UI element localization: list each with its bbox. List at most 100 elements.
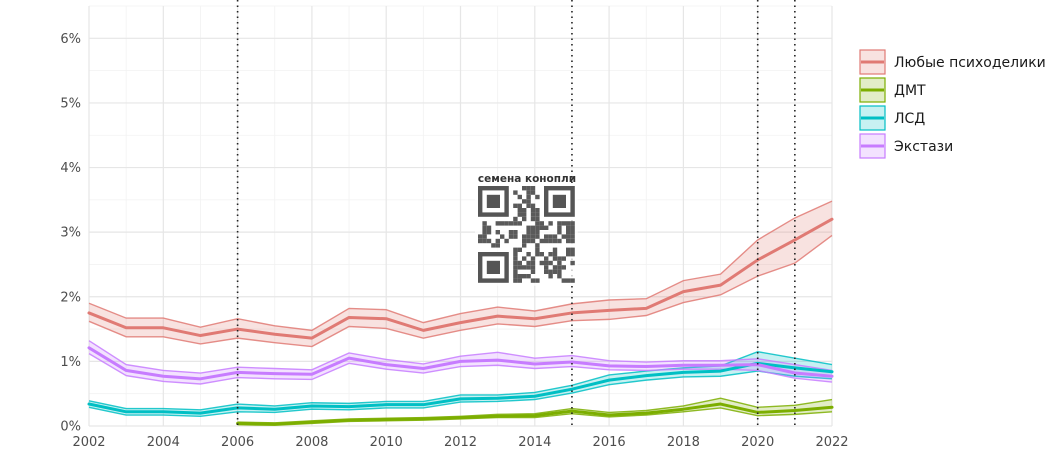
qr-module: [544, 265, 549, 270]
qr-module: [570, 234, 575, 239]
qr-module: [535, 234, 540, 239]
qr-module: [566, 238, 571, 244]
y-tick-label: 6%: [60, 32, 81, 47]
qr-module: [517, 265, 522, 270]
qr-module: [570, 225, 575, 230]
qr-module: [557, 238, 562, 244]
qr-module: [544, 225, 549, 230]
qr-module: [566, 247, 571, 252]
qr-module: [552, 247, 558, 252]
band-lower-0: [88, 234, 833, 348]
qr-module: [517, 260, 522, 266]
qr-module: [566, 278, 571, 283]
x-tick-label: 2012: [444, 435, 477, 450]
legend-label: ЛСД: [894, 111, 925, 127]
qr-module: [482, 230, 487, 235]
qr-module: [526, 234, 531, 239]
qr-module: [522, 238, 527, 244]
qr-finder-core: [486, 194, 500, 208]
x-tick-label: 2010: [370, 435, 403, 450]
qr-module: [526, 199, 531, 204]
qr-module: [482, 221, 487, 226]
x-tick-label: 2008: [295, 435, 328, 450]
qr-module: [535, 243, 540, 248]
qr-module: [513, 247, 518, 252]
qr-module: [530, 269, 536, 274]
qr-module: [522, 186, 527, 191]
qr-module: [522, 199, 527, 204]
series-lines: [87, 217, 834, 426]
qr-module: [544, 256, 549, 261]
qr-module: [513, 230, 518, 235]
qr-module: [548, 238, 553, 244]
x-axis-ticks: 2002 2004 2006 2008 2010 2012 2014 2016 2018 2020…: [72, 435, 848, 450]
qr-module: [513, 260, 518, 266]
qr-module: [530, 234, 536, 239]
qr-module: [495, 221, 500, 226]
qr-module: [570, 252, 575, 257]
qr-module: [526, 260, 531, 266]
qr-module: [513, 234, 518, 239]
qr-module: [495, 230, 500, 235]
legend-item: ЛСД: [859, 105, 925, 131]
qr-module: [566, 225, 571, 230]
x-tick-label: 2022: [815, 435, 848, 450]
qr-module: [513, 190, 518, 195]
qr-module: [548, 221, 553, 226]
y-tick-label: 3%: [60, 226, 81, 241]
qr-module: [557, 256, 562, 261]
band-lower-3: [88, 353, 833, 385]
qr-module: [530, 203, 536, 208]
qr-module: [539, 225, 544, 230]
qr-module: [522, 243, 527, 248]
qr-module: [526, 274, 531, 279]
legend-label: Экстази: [894, 139, 953, 155]
qr-module: [530, 265, 536, 270]
qr-module: [522, 265, 527, 270]
qr-module: [548, 234, 553, 239]
qr-module: [530, 208, 536, 213]
qr-module: [513, 265, 518, 270]
qr-module: [544, 260, 549, 266]
qr-module: [570, 230, 575, 235]
qr-module: [530, 278, 536, 283]
qr-module: [530, 225, 536, 230]
qr-module: [548, 260, 553, 266]
qr-module: [495, 243, 500, 248]
y-tick-label: 1%: [60, 355, 81, 370]
qr-module: [561, 265, 566, 270]
qr-module: [566, 234, 571, 239]
qr-module: [486, 225, 492, 230]
qr-module: [570, 278, 575, 283]
x-tick-label: 2004: [147, 435, 180, 450]
qr-module: [513, 221, 518, 226]
qr-module: [557, 269, 562, 274]
qr-module: [530, 260, 536, 266]
qr-module: [530, 186, 536, 191]
qr-module: [522, 256, 527, 261]
qr-module: [522, 212, 527, 217]
qr-module: [482, 238, 487, 244]
x-tick-label: 2016: [593, 435, 626, 450]
qr-watermark: семена конопли: [475, 173, 578, 286]
qr-module: [530, 256, 536, 261]
qr-module: [486, 230, 492, 235]
qr-module: [535, 230, 540, 235]
x-tick-label: 2020: [741, 435, 774, 450]
qr-module: [508, 221, 514, 226]
qr-module: [566, 221, 571, 226]
qr-module: [504, 238, 509, 244]
qr-module: [526, 238, 531, 244]
qr-module: [508, 234, 514, 239]
qr-module: [539, 221, 544, 226]
y-tick-label: 2%: [60, 290, 81, 305]
qr-module: [552, 238, 558, 244]
qr-module: [552, 269, 558, 274]
qr-module: [530, 238, 536, 244]
qr-module: [535, 194, 540, 200]
qr-module: [513, 278, 518, 283]
y-tick-label: 5%: [60, 96, 81, 111]
qr-module: [517, 194, 522, 200]
qr-module: [522, 208, 527, 213]
qr-module: [517, 247, 522, 252]
